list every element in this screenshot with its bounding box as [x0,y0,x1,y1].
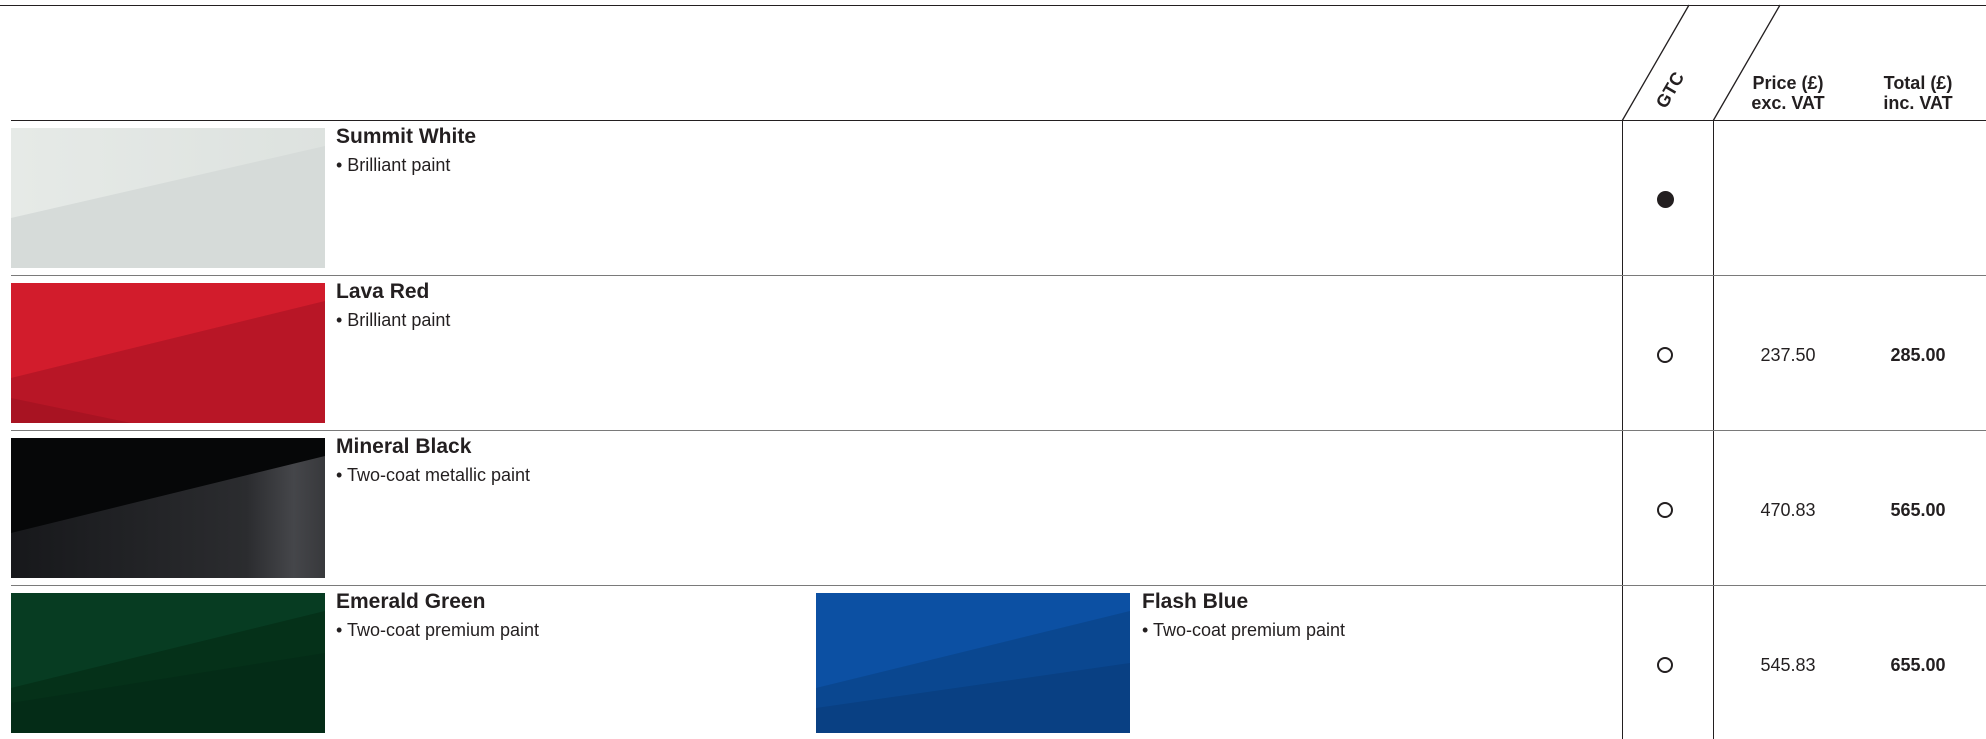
top-rule [0,5,1986,6]
paint-swatch-emerald-green [11,593,325,733]
total-inc-vat: 655.00 [1890,655,1946,675]
paint-name: Lava Red [336,280,430,303]
standard-filled-circle-icon [1657,191,1674,208]
total-header-line1: Total (£) [1883,73,1953,93]
paint-description: • Two-coat premium paint [336,620,540,640]
price-header-line1: Price (£) [1752,73,1824,93]
option-empty-circle-icon [1657,502,1673,518]
option-empty-circle-icon [1657,657,1673,673]
paint-swatch-lava-red [11,283,325,423]
price-exc-vat: 237.50 [1760,345,1816,365]
paint-description: • Brilliant paint [336,155,451,175]
paint-swatch-flash-blue [816,593,1130,733]
price-exc-vat: 545.83 [1760,655,1816,675]
paint-name: Mineral Black [336,435,472,458]
header-rule [11,120,1986,121]
total-column-header: Total (£) inc. VAT [1860,73,1976,113]
paint-swatch-mineral-black [11,438,325,578]
paint-description: • Two-coat premium paint [1142,620,1346,640]
total-header-line2: inc. VAT [1883,93,1953,113]
header-diagonal-lines [1621,4,1781,122]
price-exc-vat: 470.83 [1760,500,1816,520]
total-inc-vat: 565.00 [1890,500,1946,520]
paint-name: Flash Blue [1142,590,1249,613]
row-separator [11,430,1986,431]
paint-swatch-summit-white [11,128,325,268]
paint-name: Summit White [336,125,476,148]
paint-description: • Brilliant paint [336,310,451,330]
paint-name: Emerald Green [336,590,486,613]
paint-description: • Two-coat metallic paint [336,465,531,485]
row-separator [11,585,1986,586]
total-inc-vat: 285.00 [1890,345,1946,365]
row-separator [11,275,1986,276]
price-header-line2: exc. VAT [1751,93,1825,113]
option-empty-circle-icon [1657,347,1673,363]
price-column-header: Price (£) exc. VAT [1730,73,1846,113]
